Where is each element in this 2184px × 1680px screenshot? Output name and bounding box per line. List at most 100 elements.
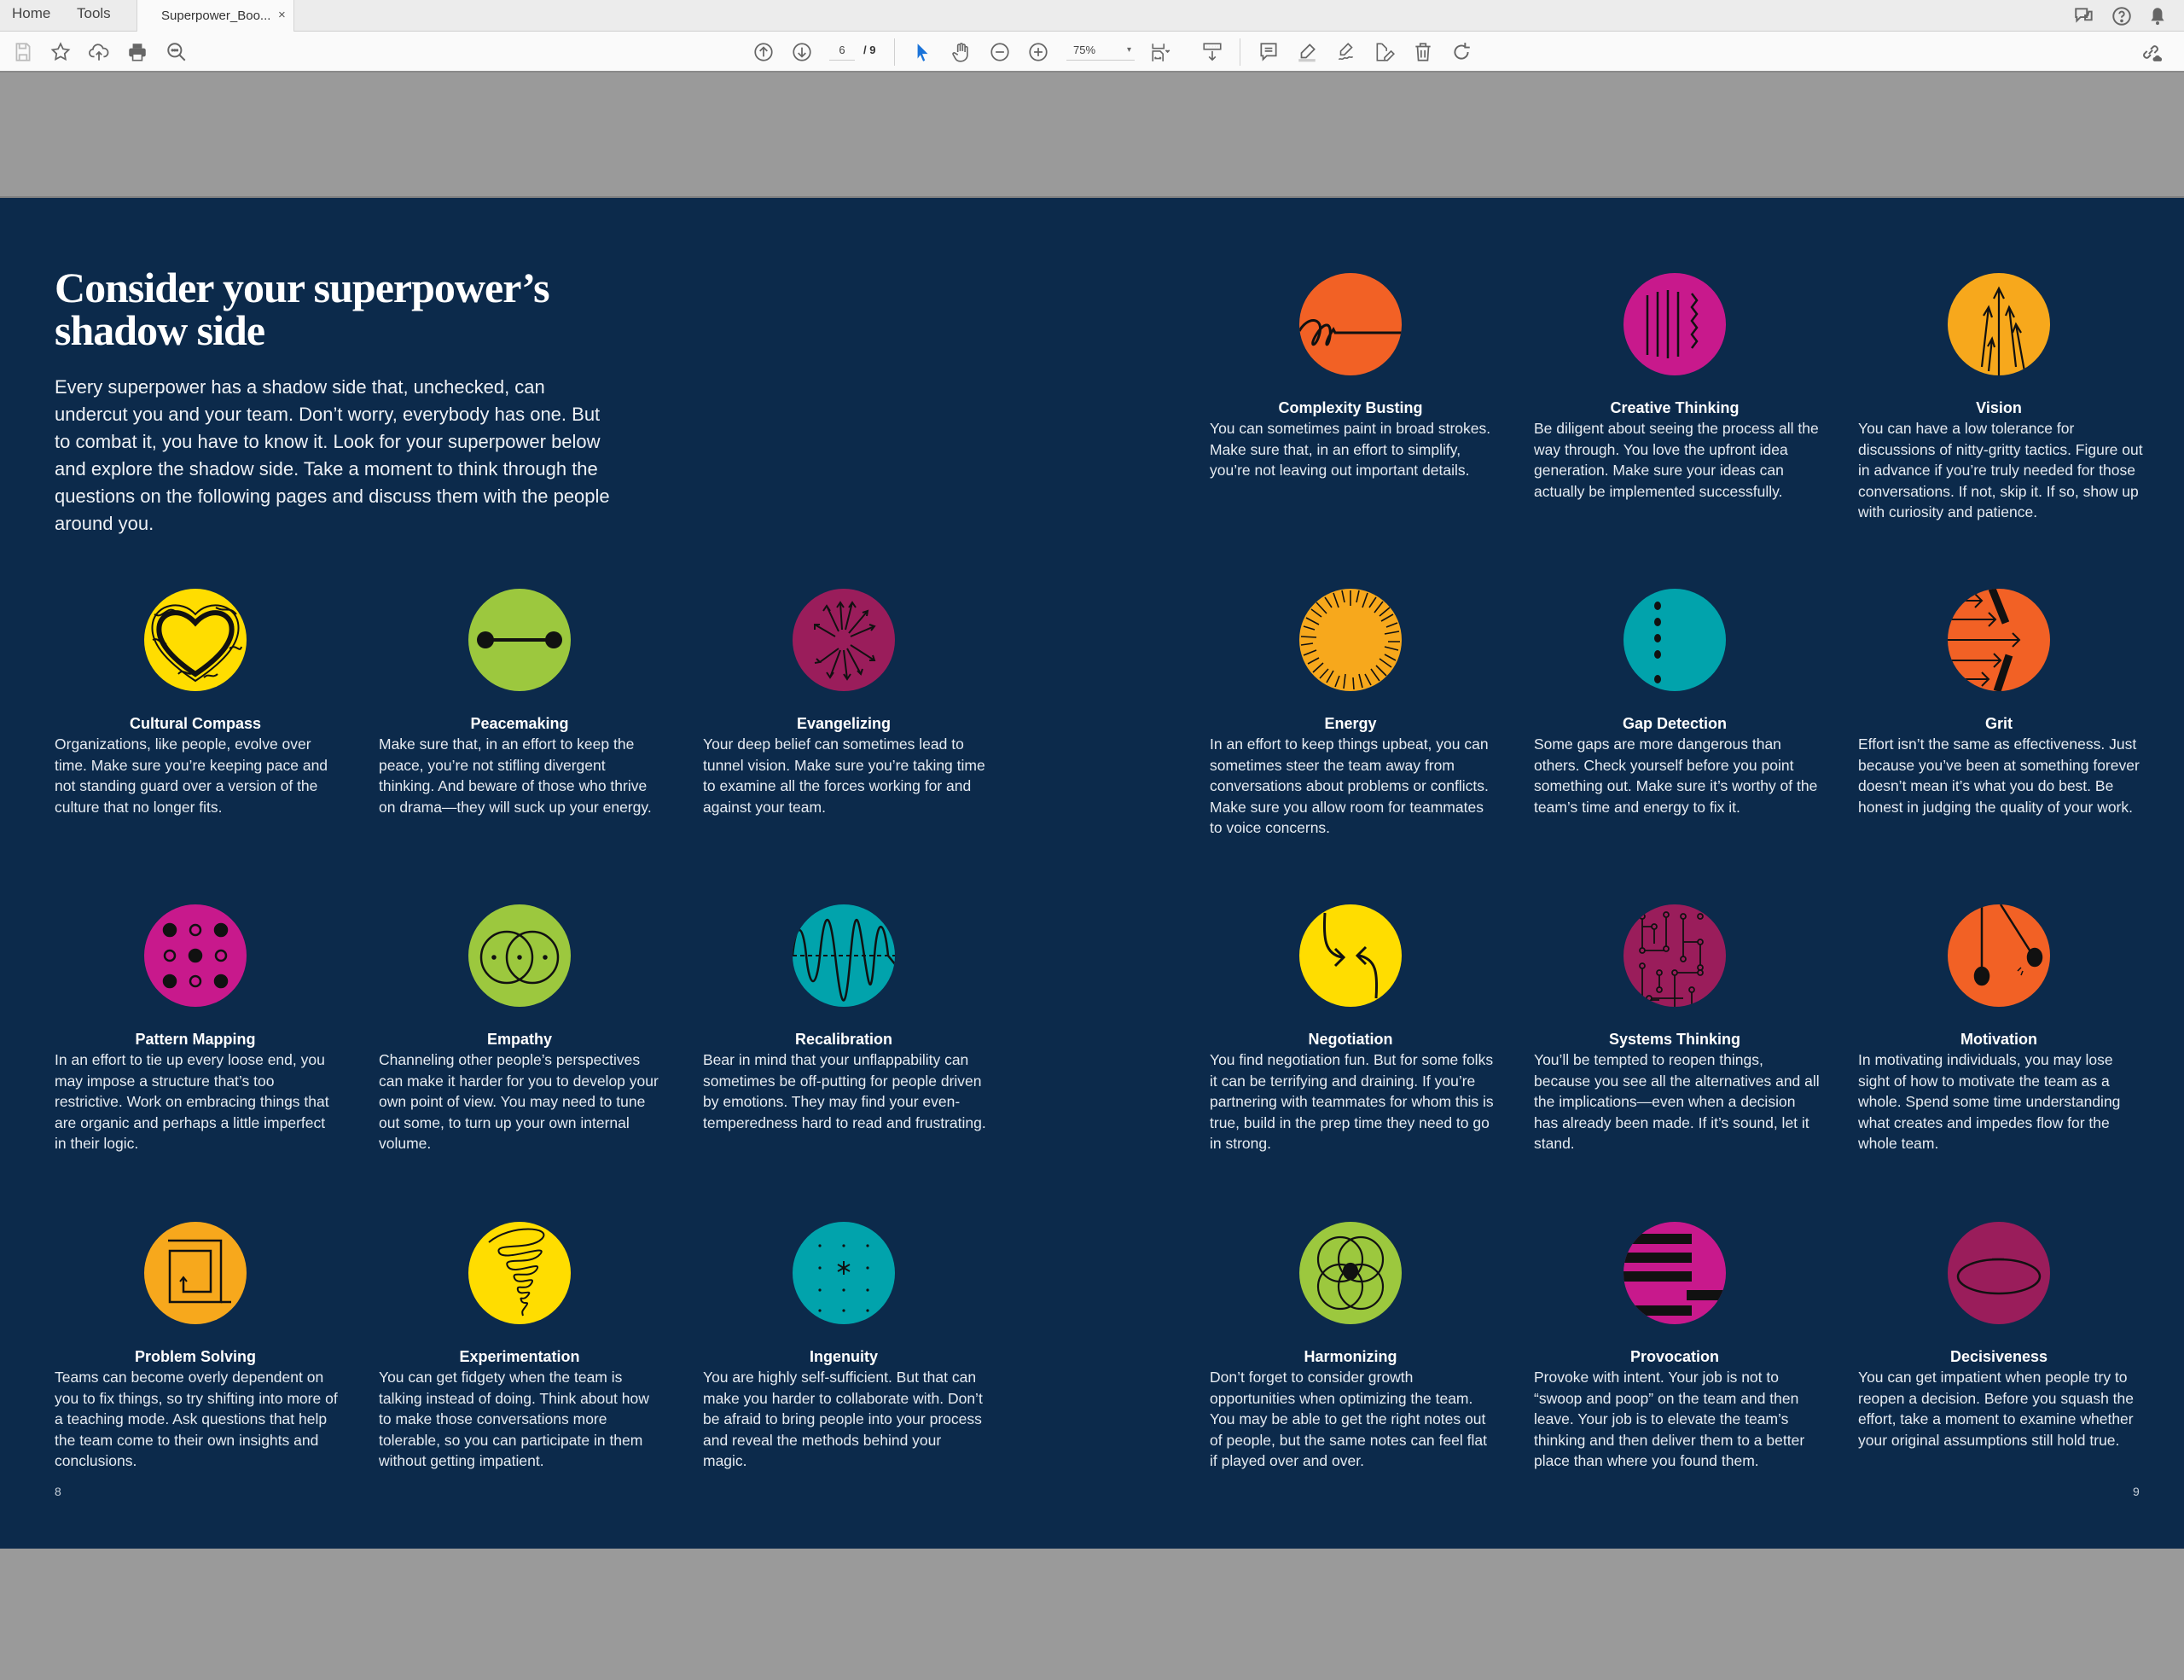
card-body: Provoke with intent. Your job is not to … <box>1534 1369 1805 1469</box>
superpower-card: Provocation Provoke with intent. Your jo… <box>1534 1222 1820 1472</box>
card-body: You can get fidgety when the team is tal… <box>379 1369 649 1469</box>
upward-arrows-icon <box>1948 273 2050 375</box>
superpower-card: Cultural Compass Organizations, like peo… <box>55 589 340 817</box>
pendulum-icon <box>1948 904 2050 1007</box>
card-title: Vision <box>1976 399 2022 416</box>
print-icon[interactable] <box>126 41 148 63</box>
superpower-card: Decisiveness You can get impatient when … <box>1858 1222 2144 1450</box>
card-title: Decisiveness <box>1949 1348 2048 1365</box>
card-title: Gap Detection <box>1622 715 1728 732</box>
card-body: Bear in mind that your unflappability ca… <box>703 1051 986 1131</box>
superpower-card: Problem Solving Teams can become overly … <box>55 1222 340 1472</box>
card-body: You can sometimes paint in broad strokes… <box>1210 420 1491 479</box>
superpower-card: Peacemaking Make sure that, in an effort… <box>379 589 665 817</box>
toolbar-divider <box>894 38 895 66</box>
card-title: Ingenuity <box>810 1348 878 1365</box>
upload-cloud-icon[interactable] <box>88 41 110 63</box>
superpower-card: Empathy Channeling other people’s perspe… <box>379 904 665 1154</box>
card-title: Motivation <box>1960 1031 2037 1048</box>
card-body: In an effort to tie up every loose end, … <box>55 1051 329 1152</box>
superpower-card: Creative Thinking Be diligent about seei… <box>1534 273 1820 502</box>
scroll-mode-icon[interactable] <box>1201 41 1223 63</box>
card-body: Some gaps are more dangerous than others… <box>1534 735 1818 816</box>
card-body: Make sure that, in an effort to keep the… <box>379 735 652 816</box>
card-title: Cultural Compass <box>129 715 262 732</box>
card-title: Harmonizing <box>1304 1348 1397 1365</box>
card-body: Channeling other people’s perspectives c… <box>379 1051 659 1152</box>
feedback-icon[interactable] <box>2073 5 2095 27</box>
sign-icon[interactable] <box>1335 41 1357 63</box>
card-body: You are highly self-sufficient. But that… <box>703 1369 983 1469</box>
card-title: Recalibration <box>794 1031 893 1048</box>
zoom-out-icon[interactable] <box>989 41 1011 63</box>
card-title: Grit <box>1984 715 2013 732</box>
card-body: In motivating individuals, you may lose … <box>1858 1051 2121 1152</box>
edit-pdf-icon[interactable] <box>1374 41 1396 63</box>
tab-document[interactable]: Superpower_Boo... × <box>136 0 294 32</box>
document-spread: Consider your superpower’s shadow side E… <box>0 196 2184 1549</box>
card-title: Peacemaking <box>470 715 569 732</box>
star-dots-icon <box>793 1222 895 1324</box>
help-icon[interactable] <box>2111 5 2133 27</box>
zoom-level-value: 75% <box>1073 44 1096 56</box>
rotate-icon[interactable] <box>1450 41 1472 63</box>
parallel-lines-icon <box>1623 273 1726 375</box>
tab-home[interactable]: Home <box>12 5 51 21</box>
hand-tool-icon[interactable] <box>950 41 973 63</box>
fit-page-icon[interactable] <box>1150 41 1172 63</box>
highlight-pen-icon[interactable] <box>1296 41 1318 63</box>
card-title: Empathy <box>486 1031 553 1048</box>
circuit-icon <box>1623 904 1726 1007</box>
comment-icon[interactable] <box>1258 41 1280 63</box>
card-title: Systems Thinking <box>1608 1031 1741 1048</box>
share-link-icon[interactable] <box>2140 41 2163 63</box>
select-cursor-icon[interactable] <box>911 41 933 63</box>
card-body: Organizations, like people, evolve over … <box>55 735 328 816</box>
zoom-level-dropdown[interactable]: 75% ▾ <box>1066 42 1135 61</box>
superpower-card: Grit Effort isn’t the same as effectiven… <box>1858 589 2144 817</box>
flower-circles-icon <box>1299 1222 1402 1324</box>
bookmark-star-icon[interactable] <box>49 41 72 63</box>
card-title: Complexity Busting <box>1278 399 1423 416</box>
card-body: You can get impatient when people try to… <box>1858 1369 2134 1449</box>
converging-arrows-icon <box>1299 904 1402 1007</box>
page-number-input[interactable]: 6 <box>829 42 855 61</box>
heart-icon <box>144 589 247 691</box>
delete-trash-icon[interactable] <box>1412 41 1434 63</box>
chevron-down-icon: ▾ <box>1126 45 1131 55</box>
zoom-in-icon[interactable] <box>1027 41 1049 63</box>
superpower-card: Systems Thinking You’ll be tempted to re… <box>1534 904 1820 1154</box>
superpower-card: Negotiation You find negotiation fun. Bu… <box>1210 904 1496 1154</box>
wave-icon <box>793 904 895 1007</box>
previous-page-icon[interactable] <box>752 41 775 63</box>
page-title: Consider your superpower’s shadow side <box>55 264 550 354</box>
superpower-card: Complexity Busting You can sometimes pai… <box>1210 273 1496 481</box>
superpower-card: Evangelizing Your deep belief can someti… <box>703 589 989 817</box>
card-body: You’ll be tempted to reopen things, beca… <box>1534 1051 1820 1152</box>
toolbar: 6 / 9 75% ▾ <box>0 32 2184 73</box>
intro-paragraph: Every superpower has a shadow side that,… <box>55 376 610 534</box>
arrows-barrier-icon <box>1948 589 2050 691</box>
card-body: You can have a low tolerance for discuss… <box>1858 420 2143 520</box>
notifications-bell-icon[interactable] <box>2146 5 2169 27</box>
superpower-card: Experimentation You can get fidgety when… <box>379 1222 665 1472</box>
card-body: Don’t forget to consider growth opportun… <box>1210 1369 1487 1469</box>
card-title: Creative Thinking <box>1610 399 1740 416</box>
search-icon[interactable] <box>166 41 188 63</box>
card-body: Be diligent about seeing the process all… <box>1534 420 1819 500</box>
scribble-line-icon <box>1299 273 1402 375</box>
card-body: Teams can become overly dependent on you… <box>55 1369 338 1469</box>
card-title: Negotiation <box>1308 1031 1393 1048</box>
tab-bar: Home Tools Superpower_Boo... × <box>0 0 2184 32</box>
tab-tools[interactable]: Tools <box>77 5 111 21</box>
dotted-line-icon <box>1623 589 1726 691</box>
document-tab-label: Superpower_Boo... <box>161 9 271 23</box>
superpower-card: Ingenuity You are highly self-sufficient… <box>703 1222 989 1472</box>
close-tab-button[interactable]: × <box>278 8 286 22</box>
card-body: You find negotiation fun. But for some f… <box>1210 1051 1494 1152</box>
tornado-icon <box>468 1222 571 1324</box>
card-title: Energy <box>1324 715 1377 732</box>
save-icon[interactable] <box>12 41 34 63</box>
superpower-card: Gap Detection Some gaps are more dangero… <box>1534 589 1820 817</box>
next-page-icon[interactable] <box>791 41 813 63</box>
